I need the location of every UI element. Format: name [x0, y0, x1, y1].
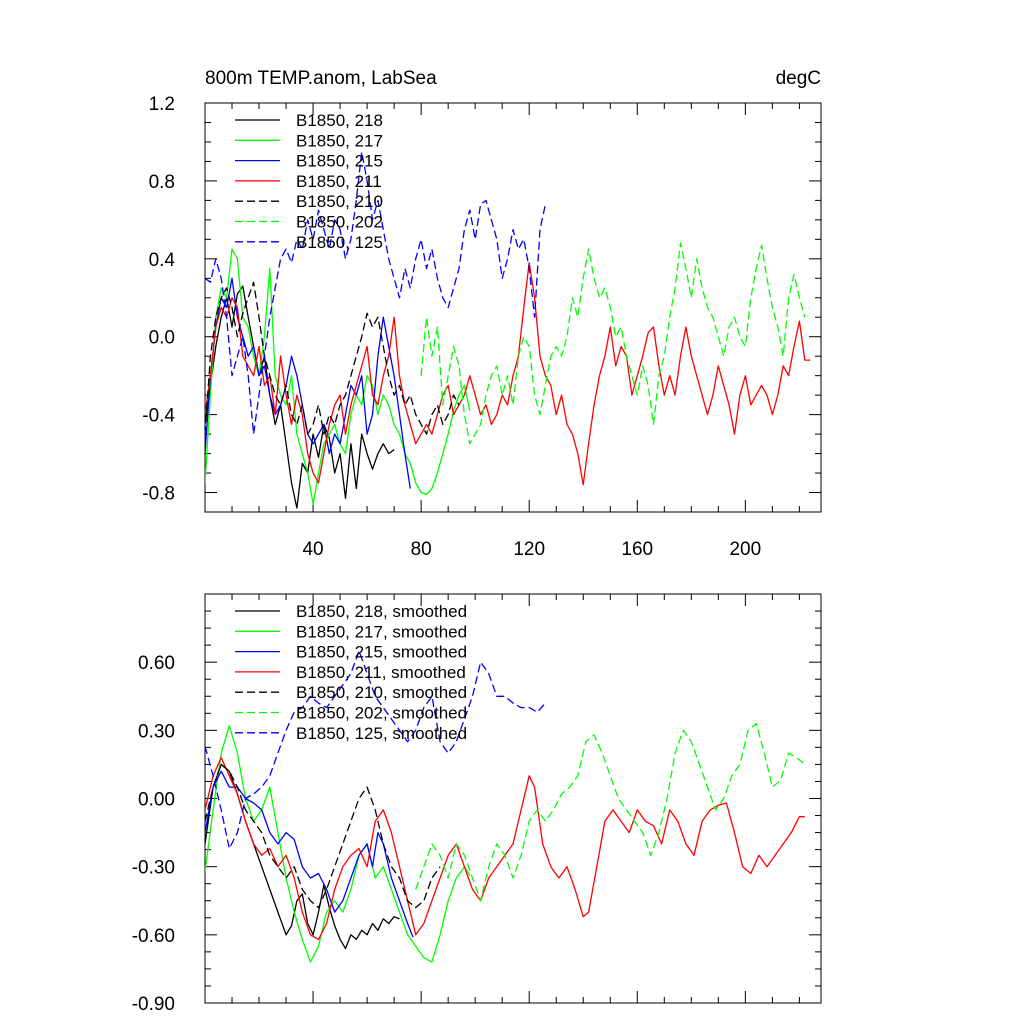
series-line-b1850-215-smoothed	[205, 770, 414, 938]
legend-label: B1850, 217	[296, 131, 383, 150]
series-line-b1850-202-smoothed	[415, 722, 806, 902]
legend-label: B1850, 202, smoothed	[296, 704, 467, 723]
legend-label: B1850, 218, smoothed	[296, 602, 467, 621]
plot-frame	[204, 102, 822, 513]
series-line-b1850-215	[205, 277, 411, 489]
x-tick-label: 40	[302, 539, 323, 560]
y-tick-label: 0.30	[138, 721, 175, 742]
legend-label: B1850, 202	[296, 213, 383, 232]
series-line-b1850-217	[205, 248, 471, 505]
y-tick-label: 1.2	[149, 94, 175, 115]
y-tick-label: -0.4	[142, 406, 175, 427]
series-line-b1850-125	[205, 151, 547, 435]
x-tick-label: 120	[513, 539, 545, 560]
series-line-b1850-125-smoothed	[205, 650, 546, 850]
y-tick-label: -0.60	[132, 926, 175, 947]
y-tick-label: -0.90	[132, 994, 175, 1015]
legend-label: B1850, 215, smoothed	[296, 643, 467, 662]
legend-label: B1850, 125	[296, 233, 383, 252]
title-left: 800m TEMP.anom, LabSea	[205, 68, 437, 89]
series-line-b1850-202	[420, 242, 806, 445]
legend-label: B1850, 210	[296, 192, 383, 211]
series-line-b1850-218	[205, 285, 395, 509]
bottom-panel: -0.90 -0.60 -0.30 0.00 0.30 0.60 B1850, 218, s…	[132, 593, 822, 1015]
legend-label: B1850, 218	[296, 111, 383, 130]
y-tick-label: -0.30	[132, 858, 175, 879]
y-tick-label: 0.4	[149, 250, 176, 271]
x-tick-label: 80	[411, 539, 432, 560]
legend-label: B1850, 215	[296, 152, 383, 171]
series-line-b1850-211-smoothed	[205, 756, 805, 941]
y-tick-label: 0.8	[149, 172, 175, 193]
legend-label: B1850, 217, smoothed	[296, 622, 467, 641]
series-group	[205, 650, 806, 963]
series-line-b1850-217-smoothed	[205, 725, 471, 963]
y-tick-label: -0.8	[142, 484, 175, 505]
y-tick-label: 0.0	[149, 328, 175, 349]
y-tick-label: 0.00	[138, 790, 175, 811]
legend-label: B1850, 211, smoothed	[296, 663, 466, 682]
legend-label: B1850, 211	[296, 172, 382, 191]
series-line-b1850-211	[205, 262, 811, 486]
series-group	[205, 151, 811, 509]
x-tick-label: 200	[729, 539, 761, 560]
x-tick-label: 160	[621, 539, 653, 560]
legend-label: B1850, 210, smoothed	[296, 683, 467, 702]
series-line-b1850-210	[205, 281, 460, 435]
legend-label: B1850, 125, smoothed	[296, 724, 467, 743]
title-right: degC	[776, 68, 821, 89]
top-panel: 40 80 120 160 200 -0.8 -0.4 0.0 0.4 0.8 1.2 B1850, …	[142, 94, 822, 560]
y-tick-label: 0.60	[138, 653, 175, 674]
series-line-b1850-210-smoothed	[205, 763, 441, 909]
